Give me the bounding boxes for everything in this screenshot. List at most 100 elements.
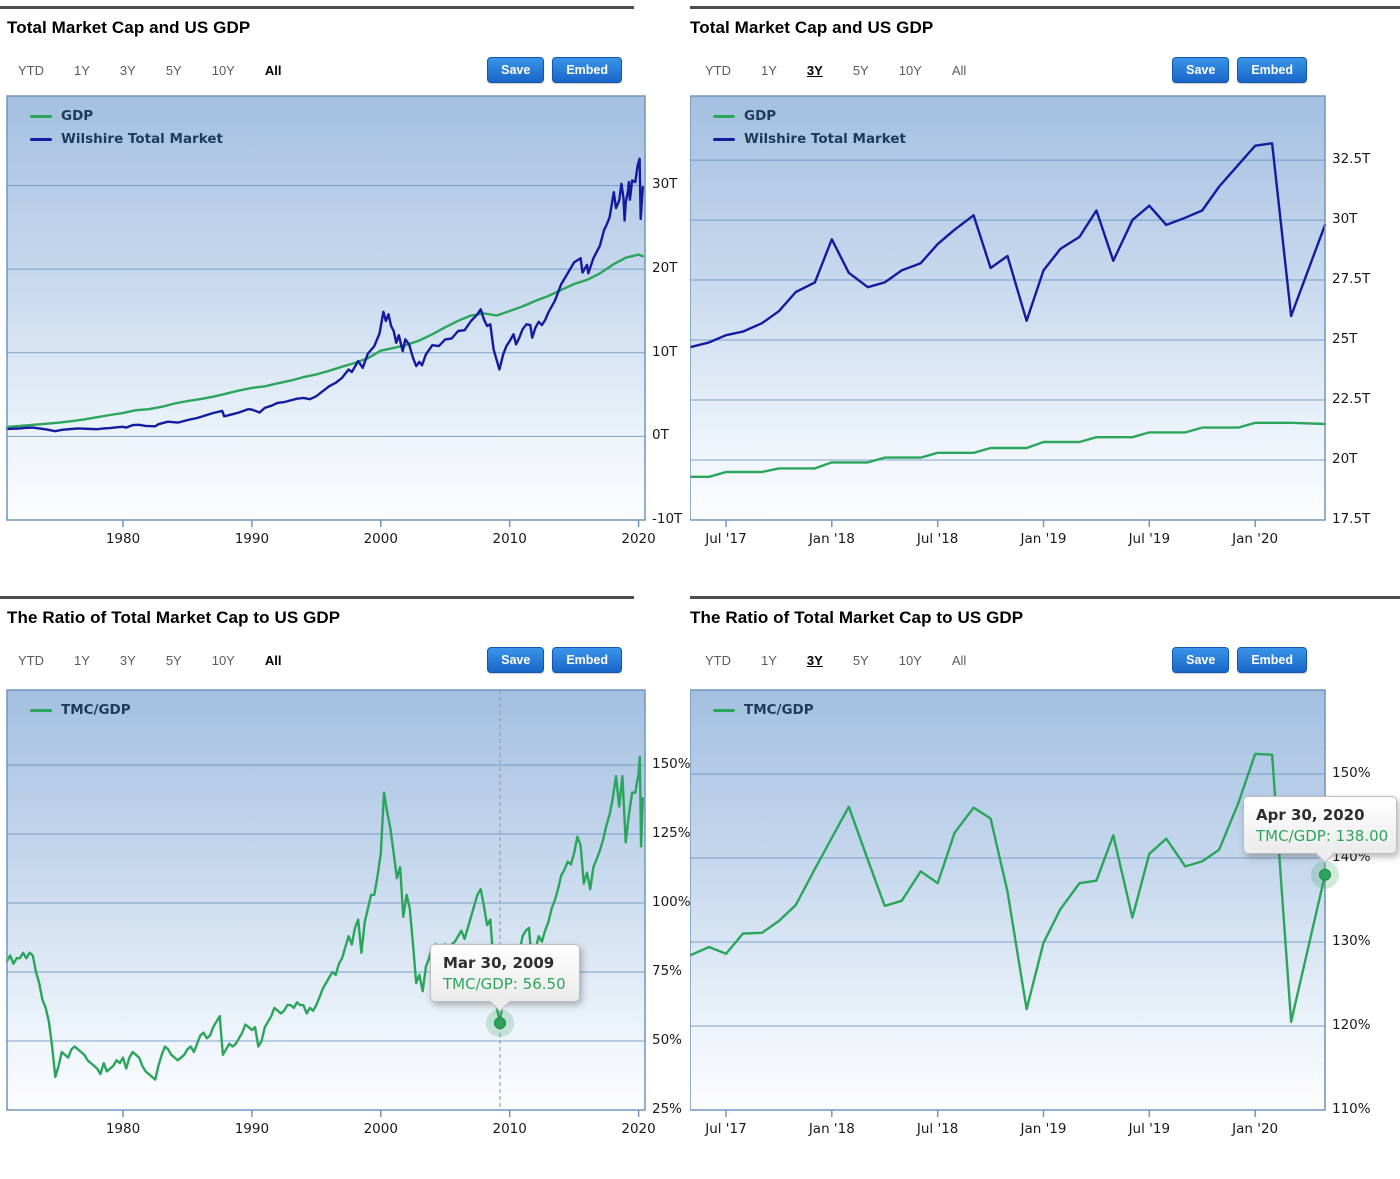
- range-3y[interactable]: 3Y: [119, 62, 136, 78]
- range-10y[interactable]: 10Y: [898, 652, 922, 668]
- time-range-selector: YTD 1Y 3Y 5Y 10Y All: [18, 56, 281, 84]
- x-axis-label: 2010: [492, 1121, 527, 1137]
- x-axis-label: 2000: [363, 531, 398, 547]
- embed-button[interactable]: Embed: [552, 57, 622, 83]
- legend-item[interactable]: GDP: [30, 108, 223, 124]
- range-10y[interactable]: 10Y: [211, 652, 235, 668]
- legend: TMC/GDP: [30, 702, 131, 718]
- range-ytd[interactable]: YTD: [705, 62, 731, 78]
- panel-divider: [690, 6, 1400, 9]
- tooltip-date: Apr 30, 2020: [1256, 805, 1365, 824]
- legend-label: Wilshire Total Market: [744, 131, 906, 147]
- chart-actions: Save Embed: [1172, 647, 1307, 673]
- range-5y[interactable]: 5Y: [852, 62, 869, 78]
- legend-swatch: [30, 708, 52, 712]
- x-axis-label: 1990: [234, 531, 270, 547]
- range-10y[interactable]: 10Y: [898, 62, 922, 78]
- x-axis-label: Jul '19: [1128, 1121, 1171, 1137]
- range-1y[interactable]: 1Y: [761, 652, 777, 668]
- y-axis-label: 10T: [652, 343, 678, 360]
- x-axis-label: Jul '18: [916, 531, 959, 547]
- range-3y[interactable]: 3Y: [119, 652, 136, 668]
- legend: GDP Wilshire Total Market: [30, 108, 223, 147]
- range-1y[interactable]: 1Y: [761, 62, 777, 78]
- y-axis-label: 0T: [652, 427, 669, 444]
- save-button[interactable]: Save: [487, 57, 545, 83]
- x-axis-label: Jul '17: [705, 1121, 747, 1137]
- y-axis-label: -10T: [652, 511, 683, 527]
- plot-border: [6, 95, 646, 521]
- range-all[interactable]: All: [951, 62, 967, 78]
- range-5y[interactable]: 5Y: [852, 652, 869, 668]
- tooltip-date: Mar 30, 2009: [443, 954, 555, 973]
- gdp-line: [5, 253, 644, 429]
- x-axis-label: 1980: [105, 1121, 141, 1137]
- save-button[interactable]: Save: [487, 647, 545, 673]
- embed-button[interactable]: Embed: [552, 647, 622, 673]
- plot-background: [7, 690, 645, 1110]
- chart-tooltip: Apr 30, 2020 TMC/GDP: 138.00: [1243, 795, 1397, 864]
- range-3y[interactable]: 3Y: [806, 62, 823, 78]
- range-ytd[interactable]: YTD: [18, 62, 44, 78]
- x-axis-label: Jan '18: [808, 1121, 855, 1137]
- legend-swatch: [30, 114, 52, 118]
- legend-label: GDP: [744, 108, 777, 124]
- x-axis-label: Jan '20: [1232, 1121, 1279, 1137]
- chart-title: The Ratio of Total Market Cap to US GDP: [690, 608, 1024, 627]
- legend-label: TMC/GDP: [61, 702, 131, 718]
- marker-dot: [1319, 868, 1331, 881]
- range-5y[interactable]: 5Y: [165, 62, 182, 78]
- range-3y[interactable]: 3Y: [806, 652, 823, 668]
- legend-label: Wilshire Total Market: [61, 131, 223, 147]
- y-axis-label: 50%: [652, 1032, 683, 1048]
- tooltip-value: TMC/GDP: 56.50: [443, 975, 566, 994]
- embed-button[interactable]: Embed: [1237, 647, 1307, 673]
- legend: GDP Wilshire Total Market: [713, 108, 906, 147]
- save-button[interactable]: Save: [1172, 57, 1230, 83]
- chart-title: Total Market Cap and US GDP: [690, 18, 934, 37]
- range-ytd[interactable]: YTD: [18, 652, 44, 668]
- x-axis-label: Jul '18: [916, 1121, 959, 1137]
- y-axis-label: 25T: [1332, 331, 1358, 348]
- panel-divider: [0, 596, 634, 599]
- gdp-line: [690, 421, 1327, 478]
- range-all[interactable]: All: [264, 62, 282, 78]
- y-axis-label: 17.5T: [1332, 511, 1371, 527]
- wilshire-total-market-line: [5, 157, 644, 433]
- marker-dot: [494, 1017, 506, 1030]
- range-all[interactable]: All: [264, 652, 282, 668]
- legend-swatch: [713, 137, 735, 141]
- panel-divider: [0, 6, 634, 9]
- x-axis-label: Jul '17: [705, 531, 747, 547]
- chart-canvas: [5, 689, 646, 1117]
- y-axis-label: 125%: [652, 825, 691, 842]
- range-ytd[interactable]: YTD: [705, 652, 731, 668]
- save-button[interactable]: Save: [1172, 647, 1230, 673]
- embed-button[interactable]: Embed: [1237, 57, 1307, 83]
- range-1y[interactable]: 1Y: [74, 652, 90, 668]
- tmc-gdp-line: [690, 752, 1327, 1023]
- plot-border: [6, 689, 646, 1111]
- y-axis-label: 32.5T: [1332, 151, 1371, 168]
- chart-actions: Save Embed: [487, 647, 622, 673]
- x-axis-label: Jul '19: [1128, 531, 1171, 547]
- panel-total-market-cap-3y: Total Market Cap and US GDP YTD 1Y 3Y 5Y 10Y…: [690, 0, 1400, 590]
- range-1y[interactable]: 1Y: [74, 62, 90, 78]
- tmc-gdp-line: [5, 755, 644, 1081]
- legend-item[interactable]: GDP: [713, 108, 906, 124]
- chart-actions: Save Embed: [1172, 57, 1307, 83]
- legend-item[interactable]: TMC/GDP: [713, 702, 814, 718]
- x-axis-label: Jan '20: [1232, 531, 1279, 547]
- range-all[interactable]: All: [951, 652, 967, 668]
- legend-item[interactable]: Wilshire Total Market: [30, 131, 223, 147]
- range-5y[interactable]: 5Y: [165, 652, 182, 668]
- legend-item[interactable]: TMC/GDP: [30, 702, 131, 718]
- chart-title: The Ratio of Total Market Cap to US GDP: [7, 608, 341, 627]
- x-axis-label: 2000: [363, 1121, 398, 1137]
- panel-divider: [690, 596, 1400, 599]
- legend-item[interactable]: Wilshire Total Market: [713, 131, 906, 147]
- range-10y[interactable]: 10Y: [211, 62, 235, 78]
- legend: TMC/GDP: [713, 702, 814, 718]
- x-axis-label: 1980: [105, 531, 141, 547]
- chart-tooltip: Mar 30, 2009 TMC/GDP: 56.50: [430, 944, 580, 1012]
